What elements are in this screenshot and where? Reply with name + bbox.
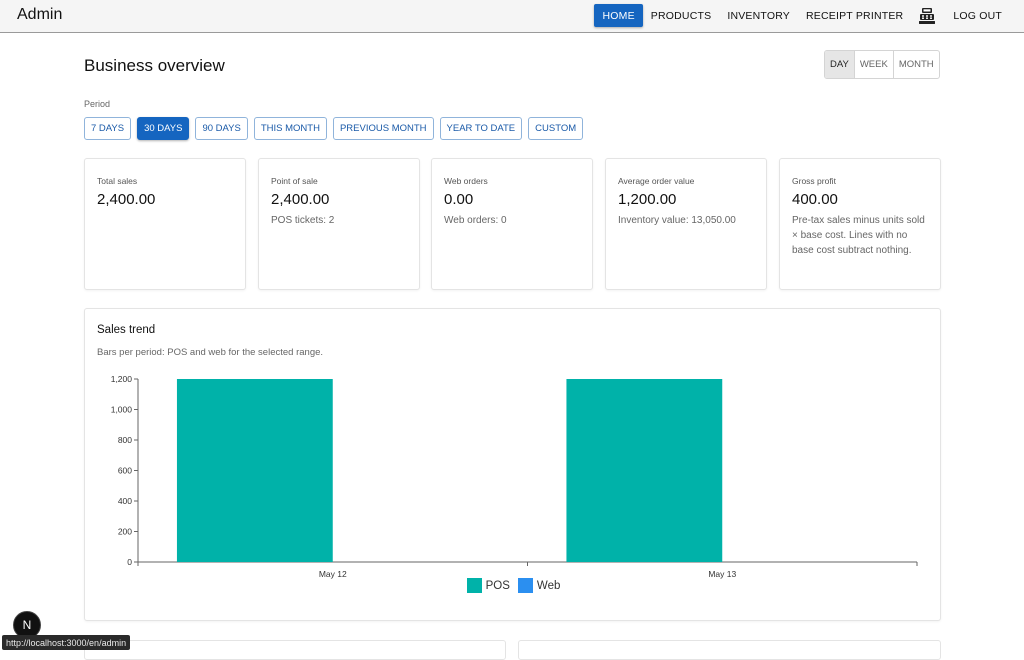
cash-register-icon[interactable] xyxy=(917,6,937,26)
nav-inventory-button[interactable]: INVENTORY xyxy=(727,9,791,22)
chart-legend: POS Web xyxy=(85,578,942,593)
legend-item-pos[interactable]: POS xyxy=(466,578,510,593)
kpi-card-point-of-sale: Point of sale 2,400.00 POS tickets: 2 xyxy=(258,158,420,290)
kpi-sub: POS tickets: 2 xyxy=(271,215,335,226)
y-tick-label: 800 xyxy=(118,435,132,445)
kpi-card-gross-profit: Gross profit 400.00 Pre-tax sales minus … xyxy=(779,158,941,290)
y-tick-label: 0 xyxy=(127,557,132,567)
kpi-value: 2,400.00 xyxy=(97,191,156,208)
kpi-card-web-orders: Web orders 0.00 Web orders: 0 xyxy=(431,158,593,290)
kpi-value: 0.00 xyxy=(444,191,474,208)
kpi-value: 2,400.00 xyxy=(271,191,330,208)
nav-products-button[interactable]: PRODUCTS xyxy=(650,9,712,22)
kpi-sub: Web orders: 0 xyxy=(444,215,507,226)
logout-button[interactable]: LOG OUT xyxy=(953,9,1002,22)
kpi-label: Average order value xyxy=(618,176,695,186)
period-selector: 7 DAYS 30 DAYS 90 DAYS THIS MONTH PREVIO… xyxy=(84,117,584,140)
period-custom-button[interactable]: CUSTOM xyxy=(528,117,584,140)
kpi-sub: Pre-tax sales minus units sold × base co… xyxy=(792,215,925,256)
legend-swatch-web xyxy=(517,578,533,593)
chart-subtitle: Bars per period: POS and web for the sel… xyxy=(97,347,324,358)
kpi-value: 1,200.00 xyxy=(618,191,677,208)
bottom-card-left xyxy=(84,640,506,660)
legend-label-web: Web xyxy=(536,579,561,592)
period-label: Period xyxy=(84,99,111,109)
y-tick-label: 600 xyxy=(118,466,132,476)
y-tick-label: 1,000 xyxy=(111,405,133,415)
y-tick-label: 400 xyxy=(118,496,132,506)
bottom-card-right xyxy=(518,640,941,660)
bar-pos-1 xyxy=(566,379,723,562)
bar-pos-0 xyxy=(176,379,333,562)
legend-item-web[interactable]: Web xyxy=(517,578,561,593)
main-nav: HOME PRODUCTS INVENTORY RECEIPT PRINTER … xyxy=(594,4,1010,27)
sales-trend-card: Sales trend Bars per period: POS and web… xyxy=(84,308,941,621)
page-title: Business overview xyxy=(84,56,225,75)
kpi-card-total-sales: Total sales 2,400.00 xyxy=(84,158,246,290)
y-tick-label: 200 xyxy=(118,527,132,537)
granularity-day-button[interactable]: DAY xyxy=(825,51,854,78)
sales-trend-chart: 0 200 400 600 800 1,000 1,200 May 12 May 13 xyxy=(111,374,918,579)
period-90-days-button[interactable]: 90 DAYS xyxy=(195,117,248,140)
granularity-month-button[interactable]: MONTH xyxy=(892,51,939,78)
status-bar-url: http://localhost:3000/en/admin xyxy=(2,635,131,650)
kpi-label: Point of sale xyxy=(271,176,318,186)
x-tick-label: May 13 xyxy=(708,569,736,579)
app-bar: Admin HOME PRODUCTS INVENTORY RECEIPT PR… xyxy=(0,0,1024,33)
kpi-card-average-order-value: Average order value 1,200.00 Inventory v… xyxy=(605,158,767,290)
kpi-label: Gross profit xyxy=(792,176,836,186)
app-title: Admin xyxy=(17,6,63,23)
period-year-to-date-button[interactable]: YEAR TO DATE xyxy=(439,117,523,140)
kpi-label: Total sales xyxy=(97,176,138,186)
period-this-month-button[interactable]: THIS MONTH xyxy=(253,117,327,140)
nav-receipt-printer-button[interactable]: RECEIPT PRINTER xyxy=(806,9,904,22)
period-7-days-button[interactable]: 7 DAYS xyxy=(84,117,132,140)
y-tick-label: 1,200 xyxy=(111,374,133,384)
nav-home-button[interactable]: HOME xyxy=(594,4,643,27)
x-tick-label: May 12 xyxy=(319,569,347,579)
chart-title: Sales trend xyxy=(97,324,156,336)
kpi-value: 400.00 xyxy=(792,191,838,208)
granularity-toggle: DAY WEEK MONTH xyxy=(824,50,940,79)
period-30-days-button[interactable]: 30 DAYS xyxy=(137,117,190,140)
kpi-label: Web orders xyxy=(444,176,488,186)
kpi-sub: Inventory value: 13,050.00 xyxy=(618,215,736,226)
legend-label-pos: POS xyxy=(485,579,510,592)
legend-swatch-pos xyxy=(466,578,482,593)
granularity-week-button[interactable]: WEEK xyxy=(853,51,893,78)
period-previous-month-button[interactable]: PREVIOUS MONTH xyxy=(332,117,434,140)
